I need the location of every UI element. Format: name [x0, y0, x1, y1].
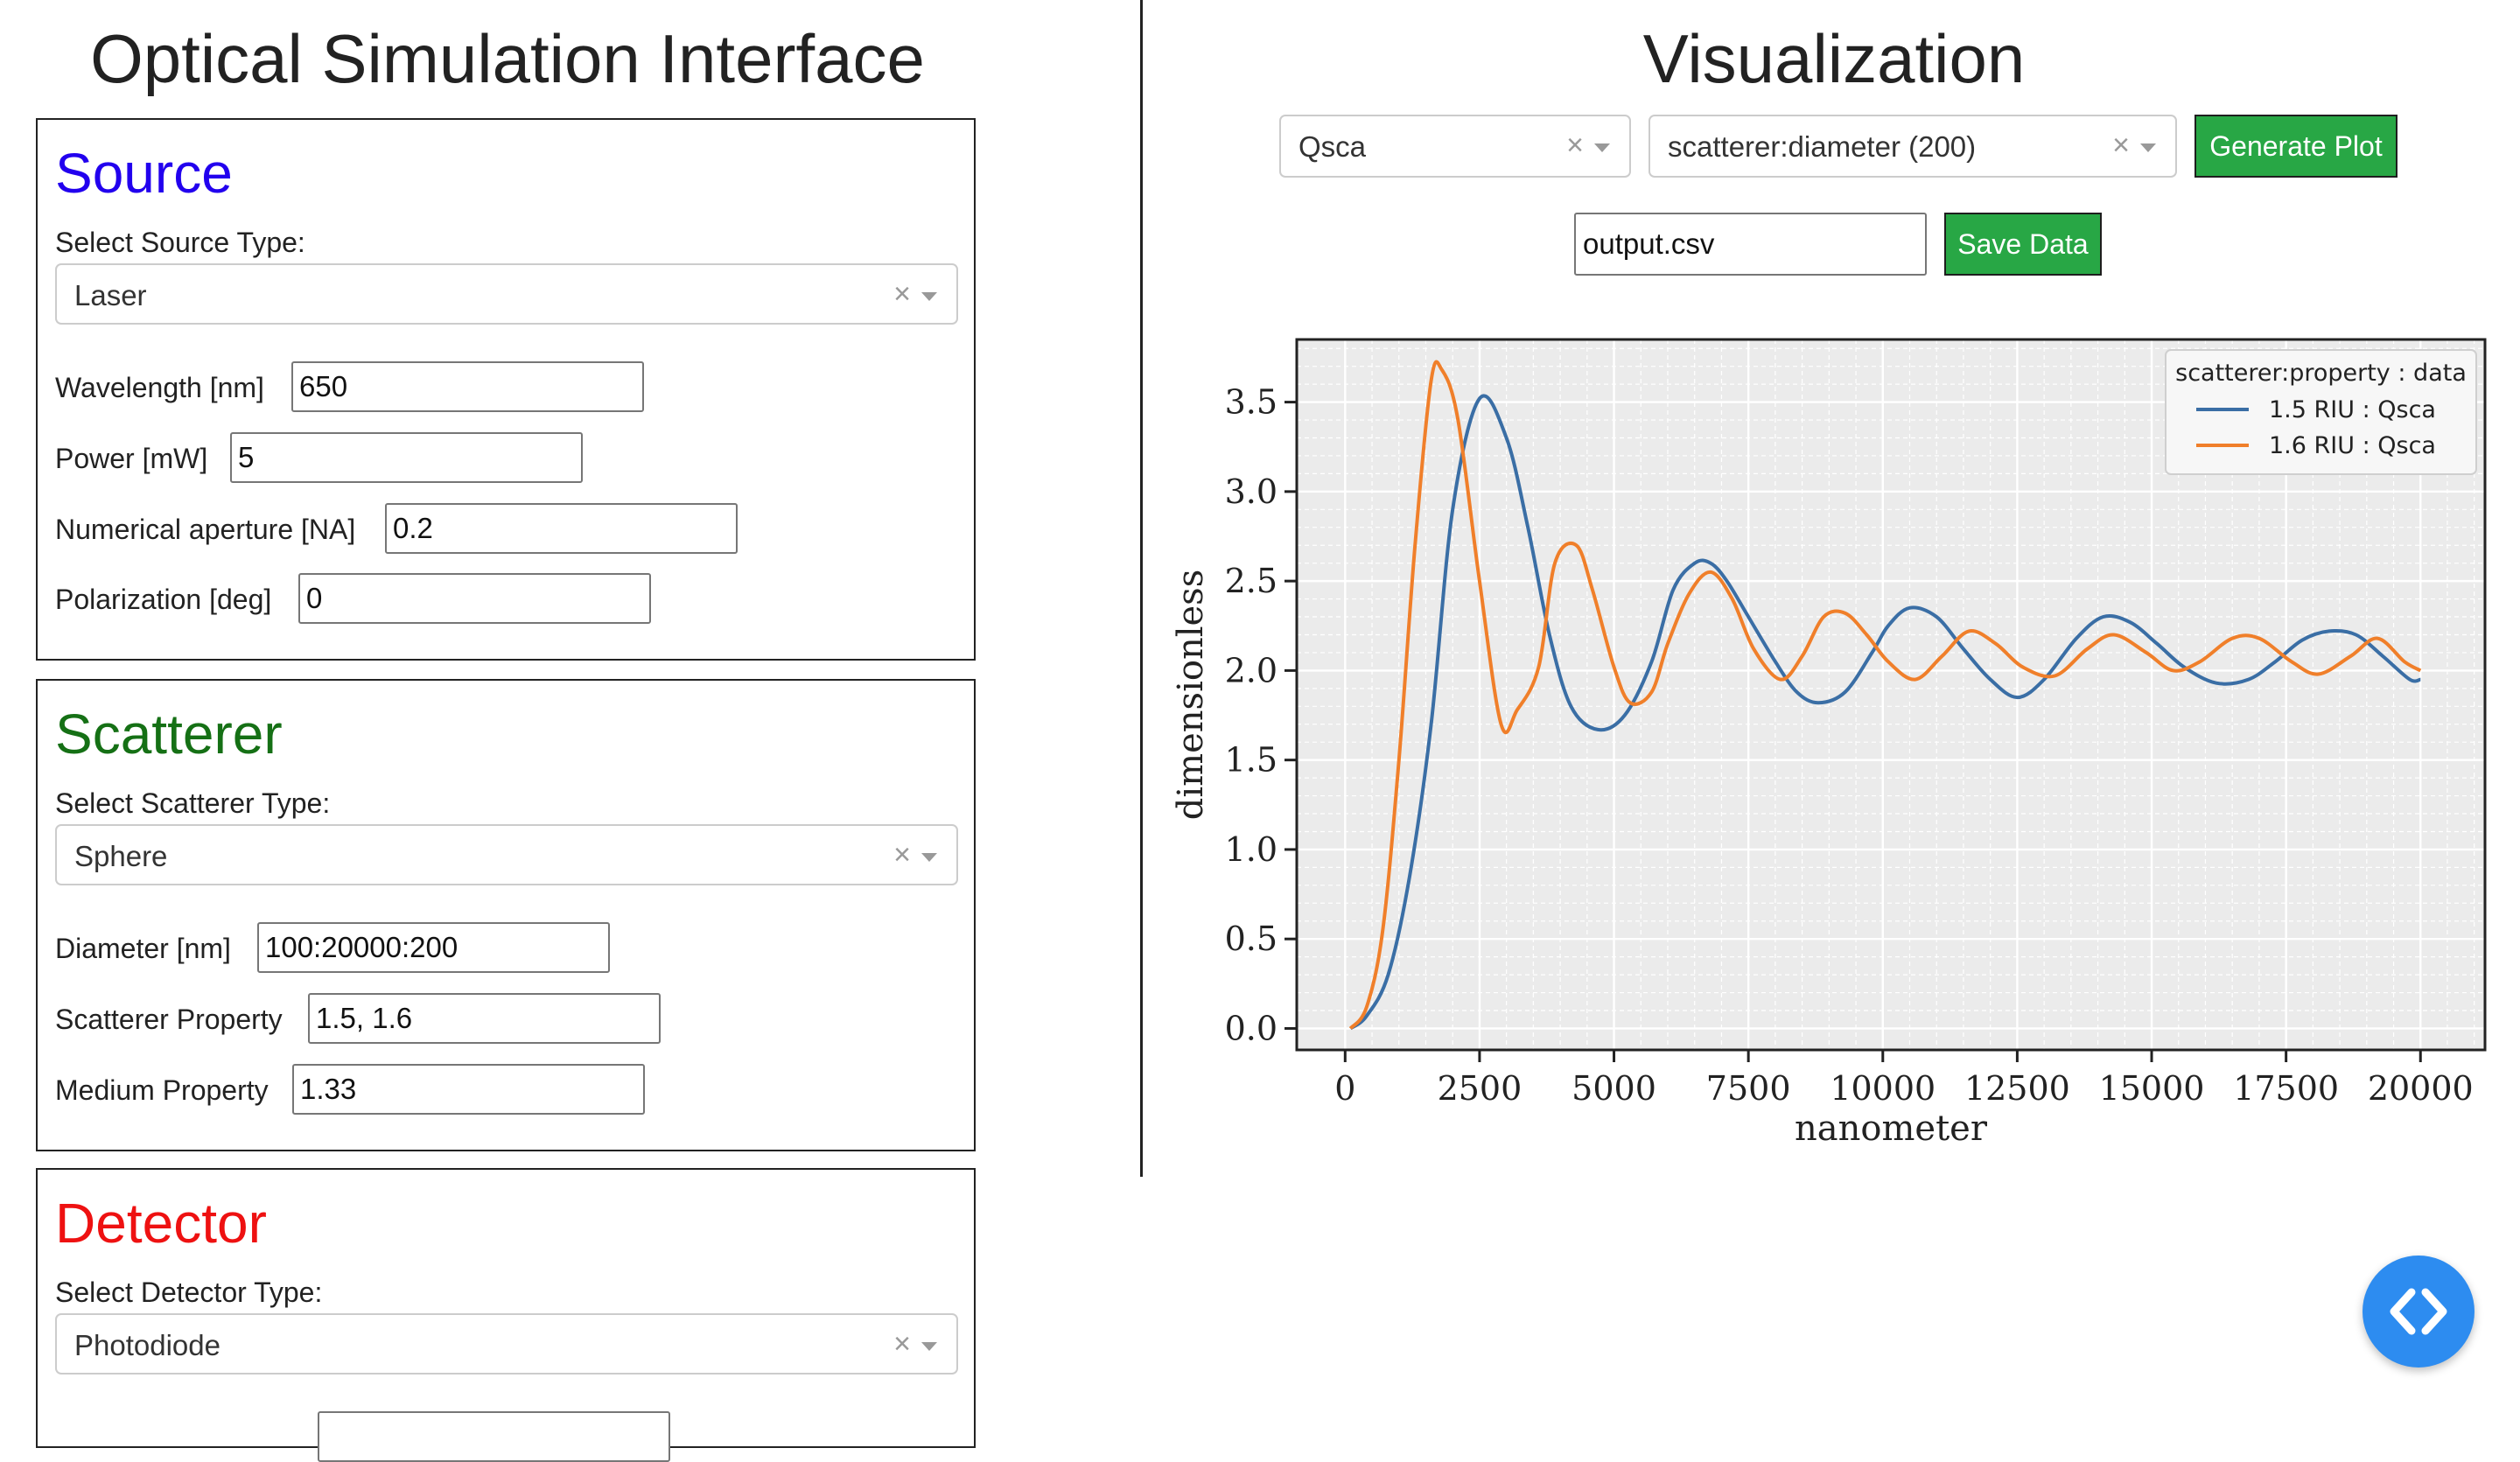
- close-icon[interactable]: ×: [1566, 129, 1584, 162]
- detector-type-select[interactable]: Photodiode ×: [55, 1313, 958, 1375]
- chevron-down-icon[interactable]: [1594, 143, 1610, 152]
- y-axis-select[interactable]: Qsca ×: [1279, 115, 1631, 178]
- power-label: Power [mW]: [55, 443, 208, 474]
- series-line-1: [1349, 394, 2421, 1031]
- power-input[interactable]: [230, 432, 583, 483]
- wavelength-label: Wavelength [nm]: [55, 372, 264, 403]
- grid: [1297, 339, 2485, 1050]
- x-tick-label: 17500: [2233, 1069, 2339, 1108]
- y-tick-label: 3.0: [1225, 472, 1278, 511]
- diameter-label: Diameter [nm]: [55, 933, 231, 964]
- qsca-line-chart: 0 2500 5000 7500 10000 12500 15000 17500 20000 0.…: [1171, 338, 2487, 1149]
- close-icon[interactable]: ×: [2112, 129, 2130, 162]
- scatterer-type-select[interactable]: Sphere ×: [55, 824, 958, 885]
- x-axis-label: nanometer: [1795, 1109, 1988, 1149]
- x-tick-label: 20000: [2368, 1069, 2474, 1108]
- y-axis-value: Qsca: [1298, 130, 1367, 163]
- y-tick-label: 1.0: [1225, 830, 1278, 869]
- medium-property-input[interactable]: [292, 1064, 645, 1115]
- y-tick-label: 0.5: [1225, 920, 1278, 958]
- source-type-label: Select Source Type:: [55, 227, 305, 258]
- x-tick-label: 10000: [1830, 1069, 1936, 1108]
- medium-property-label: Medium Property: [55, 1074, 269, 1106]
- y-tick-label: 2.5: [1225, 562, 1278, 600]
- x-axis-select[interactable]: scatterer:diameter (200) ×: [1648, 115, 2177, 178]
- y-axis-label: dimensionless: [1171, 570, 1211, 820]
- page-title: Optical Simulation Interface: [90, 20, 925, 97]
- polarization-label: Polarization [deg]: [55, 584, 272, 615]
- filename-input[interactable]: [1574, 213, 1927, 276]
- source-heading: Source: [55, 142, 233, 205]
- scatterer-property-input[interactable]: [308, 993, 661, 1044]
- x-tick-label: 7500: [1706, 1069, 1791, 1108]
- y-tick-label: 3.5: [1225, 383, 1278, 422]
- y-tick-label: 2.0: [1225, 651, 1278, 689]
- y-tick-label: 0.0: [1225, 1009, 1278, 1047]
- legend-entry: 1.5 RIU : Qsca: [2269, 396, 2436, 423]
- x-tick-label: 12500: [1964, 1069, 2070, 1108]
- scatterer-panel: Scatterer Select Scatterer Type: Sphere …: [36, 679, 976, 1151]
- numerical-aperture-input[interactable]: [385, 503, 738, 554]
- polarization-input[interactable]: [298, 573, 651, 624]
- wavelength-input[interactable]: [291, 361, 644, 412]
- detector-type-label: Select Detector Type:: [55, 1277, 323, 1308]
- detector-panel: Detector Select Detector Type: Photodiod…: [36, 1168, 976, 1462]
- visualization-title: Visualization: [1642, 20, 2026, 97]
- code-toggle-button[interactable]: [2362, 1256, 2474, 1368]
- source-type-value: Laser: [74, 279, 147, 311]
- series-layer: [1348, 360, 2422, 1031]
- numerical-aperture-label: Numerical aperture [NA]: [55, 514, 356, 545]
- save-data-button[interactable]: Save Data: [1944, 213, 2102, 276]
- x-tick-label: 15000: [2099, 1069, 2205, 1108]
- diameter-input[interactable]: [257, 922, 610, 973]
- close-icon[interactable]: ×: [893, 838, 911, 871]
- chevron-down-icon[interactable]: [921, 853, 937, 862]
- detector-type-value: Photodiode: [74, 1329, 220, 1361]
- plot-frame: [1295, 338, 2487, 1052]
- detector-heading: Detector: [55, 1192, 267, 1255]
- x-axis-value: scatterer:diameter (200): [1668, 130, 1977, 163]
- legend-entry: 1.6 RIU : Qsca: [2269, 432, 2436, 459]
- y-tick-label: 1.5: [1225, 741, 1278, 780]
- series-line-2: [1348, 360, 2422, 1030]
- source-panel: Source Select Source Type: Laser × Wavel…: [36, 118, 976, 661]
- scatterer-type-label: Select Scatterer Type:: [55, 787, 331, 819]
- legend-title: scatterer:property : data: [2175, 360, 2467, 387]
- x-tick-label: 0: [1334, 1069, 1355, 1108]
- scatterer-type-value: Sphere: [74, 840, 168, 872]
- x-tick-label: 2500: [1438, 1069, 1522, 1108]
- source-type-select[interactable]: Laser ×: [55, 263, 958, 325]
- chevron-down-icon[interactable]: [921, 292, 937, 301]
- generate-plot-button[interactable]: Generate Plot: [2194, 115, 2398, 178]
- legend-box: [2165, 349, 2477, 475]
- close-icon[interactable]: ×: [893, 277, 911, 311]
- chevron-down-icon[interactable]: [2140, 143, 2156, 152]
- scatterer-property-label: Scatterer Property: [55, 1004, 283, 1035]
- chevron-down-icon[interactable]: [921, 1342, 937, 1351]
- x-tick-label: 5000: [1572, 1069, 1656, 1108]
- legend: scatterer:property : data 1.5 RIU : Qsca…: [2165, 349, 2477, 475]
- axis-ticks: 0 2500 5000 7500 10000 12500 15000 17500 20000 0.…: [1225, 383, 2474, 1108]
- vertical-divider: [1140, 0, 1143, 1177]
- code-brackets-icon: [2390, 1288, 2447, 1335]
- scatterer-heading: Scatterer: [55, 703, 283, 766]
- close-icon[interactable]: ×: [893, 1327, 911, 1361]
